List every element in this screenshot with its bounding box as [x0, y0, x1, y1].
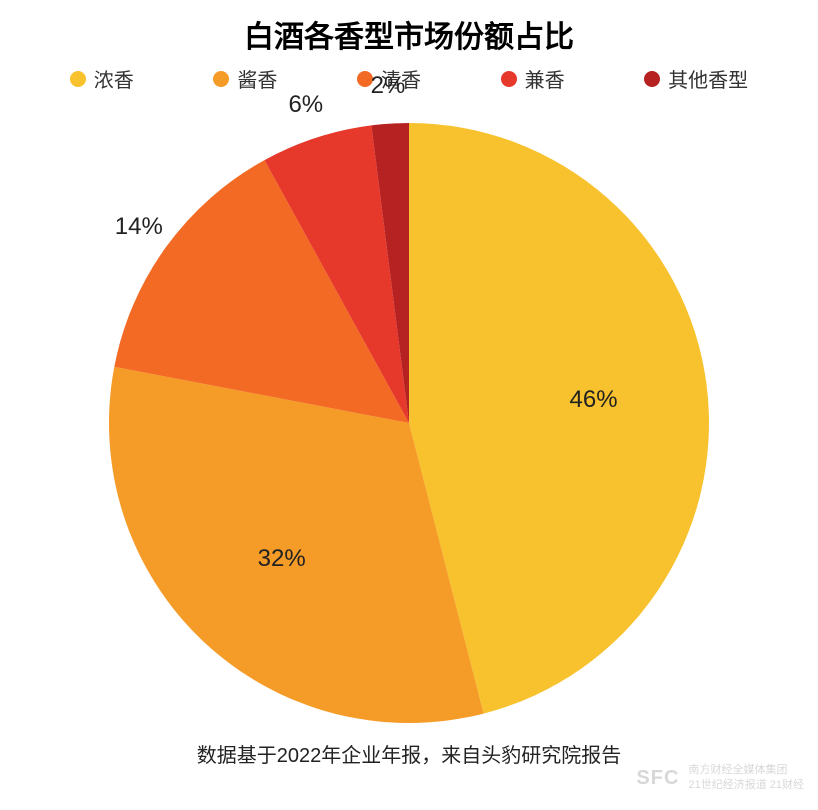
chart-footer: 数据基于2022年企业年报，来自头豹研究院报告	[0, 733, 818, 768]
legend-swatch	[501, 71, 517, 87]
legend: 浓香酱香清香兼香其他香型	[0, 56, 818, 93]
legend-item: 兼香	[501, 64, 565, 93]
legend-label: 兼香	[525, 64, 565, 93]
slice-label: 46%	[570, 386, 618, 414]
legend-swatch	[213, 71, 229, 87]
chart-title: 白酒各香型市场份额占比	[0, 0, 818, 56]
slice-label: 14%	[115, 213, 163, 241]
legend-swatch	[70, 71, 86, 87]
slice-label: 6%	[288, 91, 323, 119]
legend-label: 其他香型	[668, 64, 748, 93]
legend-label: 浓香	[94, 64, 134, 93]
pie-svg	[0, 93, 818, 733]
legend-item: 其他香型	[644, 64, 748, 93]
slice-label: 2%	[371, 72, 406, 100]
legend-item: 浓香	[70, 64, 134, 93]
legend-label: 酱香	[237, 64, 277, 93]
watermark-line2: 21世纪经济报道 21财经	[688, 779, 804, 791]
slice-label: 32%	[258, 545, 306, 573]
pie-chart: 46%32%14%6%2%	[0, 93, 818, 733]
legend-swatch	[644, 71, 660, 87]
watermark-sfc: SFC	[636, 765, 679, 791]
legend-item: 酱香	[213, 64, 277, 93]
